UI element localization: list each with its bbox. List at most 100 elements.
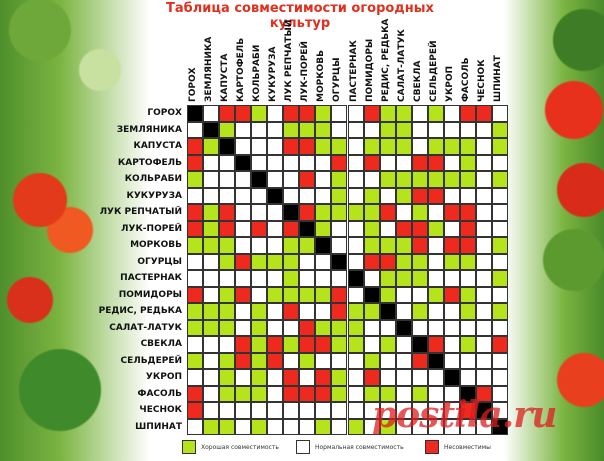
cell-normal (395, 154, 412, 171)
cell-normal (203, 187, 220, 204)
cell-good (411, 204, 428, 221)
cell-normal (395, 286, 412, 303)
cell-normal (443, 220, 460, 237)
cell-same-crop (219, 138, 236, 155)
cell-normal (475, 237, 492, 254)
cell-same-crop (203, 121, 220, 138)
cell-same-crop (475, 402, 492, 419)
cell-good (203, 138, 220, 155)
cell-normal (395, 385, 412, 402)
cell-same-crop (251, 171, 268, 188)
column-header-label: ШПИНАТ (492, 55, 503, 102)
cell-good (315, 105, 332, 122)
cell-incompatible (411, 352, 428, 369)
watermark-logo: postila.ru (372, 394, 557, 436)
cell-normal (443, 385, 460, 402)
column-header-label: ФАСОЛЬ (460, 57, 471, 102)
cell-incompatible (459, 204, 476, 221)
cell-same-crop (411, 336, 428, 353)
cell-good (459, 336, 476, 353)
cell-good (219, 319, 236, 336)
cell-incompatible (315, 385, 332, 402)
cell-normal (427, 369, 444, 386)
cell-normal (235, 138, 252, 155)
cell-incompatible (299, 319, 316, 336)
cell-good (459, 138, 476, 155)
cell-good (187, 171, 204, 188)
cell-normal (443, 418, 460, 435)
cell-normal (299, 418, 316, 435)
cell-good (411, 385, 428, 402)
column-header-label: ЧЕСНОК (476, 59, 487, 102)
legend-label-incompatible: Несовместимы (444, 443, 491, 451)
cell-normal (443, 336, 460, 353)
cell-good (299, 121, 316, 138)
cell-normal (203, 369, 220, 386)
column-header-label: САЛАТ-ЛАТУК (396, 29, 407, 102)
cell-good (443, 171, 460, 188)
cell-normal (235, 319, 252, 336)
cell-good (363, 303, 380, 320)
cell-incompatible (411, 154, 428, 171)
cell-normal (331, 121, 348, 138)
cell-normal (331, 220, 348, 237)
cell-normal (315, 270, 332, 287)
cell-good (203, 237, 220, 254)
cell-incompatible (299, 336, 316, 353)
cell-normal (251, 402, 268, 419)
cell-normal (379, 220, 396, 237)
cell-normal (283, 154, 300, 171)
cell-same-crop (427, 352, 444, 369)
cell-incompatible (459, 402, 476, 419)
cell-normal (267, 154, 284, 171)
cell-incompatible (283, 369, 300, 386)
cell-good (219, 286, 236, 303)
cell-incompatible (443, 237, 460, 254)
cell-normal (267, 171, 284, 188)
column-header-label: ЛУК РЕПЧАТЫЙ (284, 19, 295, 102)
cell-normal (235, 187, 252, 204)
cell-normal (235, 369, 252, 386)
cell-normal (475, 220, 492, 237)
cell-normal (235, 418, 252, 435)
cell-good (331, 336, 348, 353)
cell-incompatible (299, 138, 316, 155)
cell-incompatible (267, 336, 284, 353)
row-header: САЛАТ-ЛАТУК (109, 322, 182, 333)
cell-normal (491, 187, 508, 204)
cell-good (411, 303, 428, 320)
column-header: ГОРОХ (187, 22, 203, 102)
legend-item-good: Хорошая совместимость (182, 440, 279, 454)
cell-normal (187, 336, 204, 353)
cell-normal (379, 319, 396, 336)
column-header-label: ЛУК-ПОРЕЙ (300, 41, 311, 102)
row-header: ЧЕСНОК (139, 405, 182, 415)
cell-good (219, 385, 236, 402)
cell-normal (203, 253, 220, 270)
cell-normal (475, 303, 492, 320)
cell-normal (331, 270, 348, 287)
cell-good (219, 121, 236, 138)
cell-normal (187, 121, 204, 138)
row-header: ШПИНАТ (135, 421, 182, 432)
cell-normal (475, 270, 492, 287)
cell-good (491, 138, 508, 155)
cell-good (363, 237, 380, 254)
cell-normal (331, 105, 348, 122)
cell-incompatible (491, 336, 508, 353)
cell-normal (203, 385, 220, 402)
cell-good (459, 171, 476, 188)
cell-normal (395, 418, 412, 435)
cell-incompatible (235, 105, 252, 122)
cell-incompatible (411, 237, 428, 254)
cell-good (283, 336, 300, 353)
row-header: РЕДИС, РЕДЬКА (98, 306, 182, 316)
cell-good (251, 352, 268, 369)
cell-good (331, 138, 348, 155)
cell-same-crop (491, 418, 508, 435)
cell-normal (347, 385, 364, 402)
cell-normal (315, 352, 332, 369)
cell-good (331, 187, 348, 204)
column-header: ФАСОЛЬ (460, 22, 476, 102)
chart-title: Таблица совместимости огородных культур (166, 1, 434, 31)
